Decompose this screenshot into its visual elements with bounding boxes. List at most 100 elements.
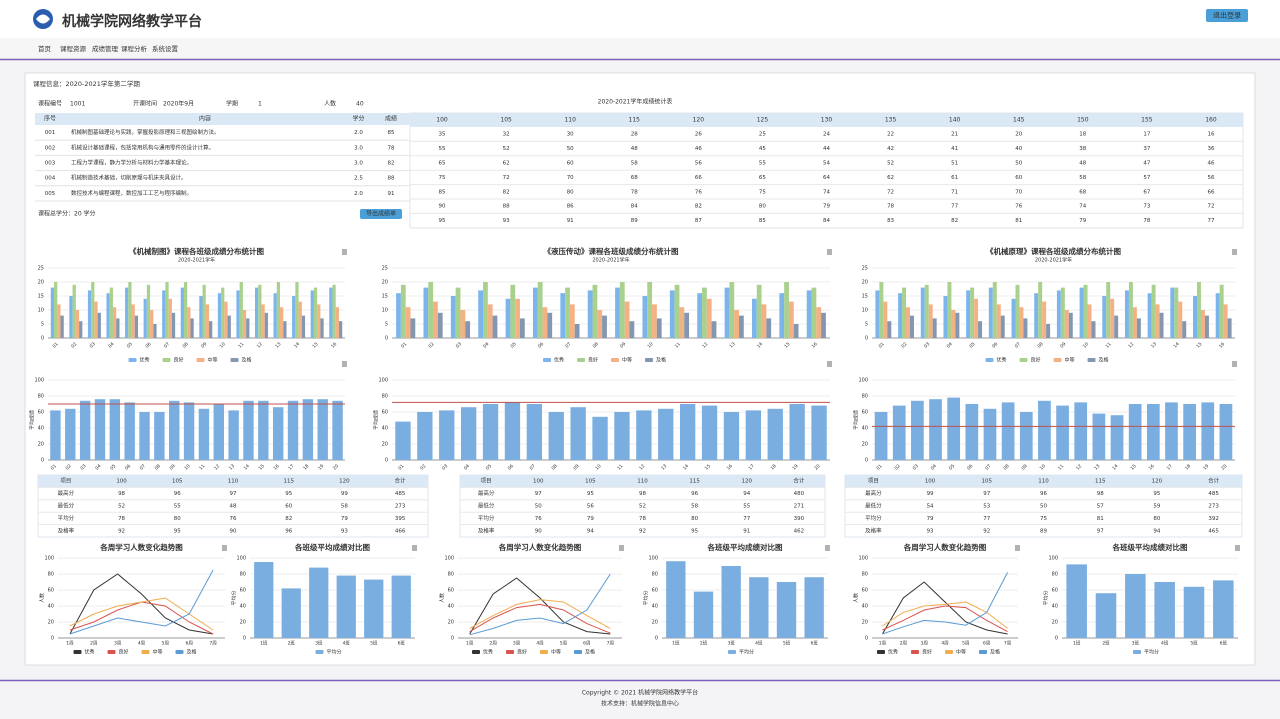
bar — [615, 287, 620, 338]
bar — [109, 399, 121, 460]
nav-item: 课程资源 — [60, 44, 87, 53]
score-cell: 89 — [631, 218, 638, 224]
x-tick-label: 14 — [1172, 341, 1180, 349]
bar — [69, 296, 73, 338]
score-cell: 46 — [1207, 161, 1214, 167]
x-tick-label: 5周 — [162, 641, 169, 647]
score-cell: 37 — [1143, 146, 1150, 152]
x-tick-label: 12 — [1127, 341, 1135, 349]
table-cell: 50 — [1040, 504, 1047, 510]
filter-text: 2020年9月 — [163, 100, 194, 108]
bar — [892, 405, 906, 460]
score-cell: 32 — [503, 132, 510, 138]
x-tick-label: 05 — [109, 463, 117, 471]
bar — [943, 296, 948, 338]
info-header-cell: 成绩 — [385, 115, 397, 123]
x-tick-label: 07 — [984, 463, 992, 471]
bar — [1110, 415, 1124, 460]
x-tick-label: 02 — [427, 341, 435, 349]
y-tick-label: 80 — [448, 572, 454, 578]
legend-label: 良好 — [174, 357, 184, 364]
bar — [187, 307, 191, 338]
bar — [887, 321, 892, 338]
score-cell: 47 — [1143, 161, 1150, 167]
bar — [1178, 301, 1183, 338]
line-series — [881, 581, 1008, 635]
bar — [57, 304, 61, 338]
chart-title: 各周学习人数变化趋势图 — [498, 542, 582, 552]
bar — [60, 315, 64, 338]
y-tick-label: 40 — [652, 604, 658, 610]
table-header — [460, 475, 825, 488]
x-tick-label: 1周 — [879, 641, 886, 647]
x-tick-label: 01 — [50, 463, 58, 471]
table-border — [37, 474, 429, 538]
bar — [1019, 307, 1024, 338]
table-cell: 82 — [285, 516, 292, 522]
bar — [749, 577, 769, 638]
score-header-cell: 150 — [1077, 117, 1089, 124]
x-tick-label: 1班 — [260, 640, 268, 647]
score-cell: 64 — [823, 175, 830, 181]
y-tick-label: 15 — [862, 294, 868, 300]
x-tick-label: 1周 — [66, 641, 73, 647]
table-cell: 94 — [743, 491, 750, 497]
x-tick-label: 06 — [537, 341, 545, 349]
bar — [336, 575, 356, 638]
y-tick-label: 40 — [448, 604, 454, 610]
export-button[interactable] — [360, 209, 402, 219]
score-cell: 77 — [1207, 218, 1214, 224]
chart-subtitle: 2020-2021学年 — [178, 257, 215, 264]
table-header-cell: 项目 — [60, 478, 71, 485]
bar — [947, 397, 961, 460]
bar — [1155, 304, 1160, 338]
bar — [767, 408, 783, 460]
y-tick-label: 0 — [865, 636, 868, 642]
bar — [283, 321, 287, 338]
bar — [811, 287, 817, 338]
legend-swatch — [162, 358, 171, 362]
bar — [433, 301, 438, 338]
score-cell: 82 — [951, 218, 958, 224]
bar — [1079, 287, 1084, 338]
info-cell: 机械制造技术基础，切削原理与机床夹具设计。 — [71, 174, 187, 182]
legend-swatch — [1133, 650, 1141, 654]
y-tick-label: 80 — [240, 572, 246, 578]
y-tick-label: 20 — [652, 620, 658, 626]
score-cell: 65 — [759, 175, 766, 181]
info-cell: 91 — [388, 191, 395, 197]
y-tick-label: 0 — [41, 336, 44, 342]
bar — [519, 318, 525, 338]
score-header-cell: 105 — [500, 117, 512, 124]
x-tick-label: 09 — [200, 341, 208, 349]
legend-swatch — [540, 650, 548, 654]
bar — [236, 290, 240, 338]
bar — [1213, 580, 1234, 638]
y-tick-label: 20 — [862, 620, 868, 626]
y-tick-label: 60 — [652, 588, 658, 594]
x-tick-label: 3周 — [513, 641, 520, 647]
bar — [298, 301, 302, 338]
table-cell: 平均分 — [865, 514, 882, 522]
score-cell: 72 — [1207, 204, 1214, 210]
x-tick-label: 12 — [701, 341, 709, 349]
table-header — [38, 475, 428, 488]
score-cell: 58 — [1079, 175, 1086, 181]
bar — [1154, 582, 1175, 638]
x-tick-label: 4班 — [755, 640, 763, 647]
logout-button[interactable] — [1206, 9, 1248, 22]
bar — [1102, 296, 1107, 338]
x-tick-label: 2周 — [900, 641, 907, 647]
table-cell: 48 — [230, 504, 237, 510]
table-cell: 96 — [691, 491, 698, 497]
y-tick-label: 25 — [382, 266, 388, 272]
y-tick-label: 0 — [655, 636, 658, 642]
bar — [642, 296, 648, 338]
bar — [1015, 284, 1020, 338]
score-cell: 24 — [823, 132, 830, 138]
table-header-cell: 105 — [982, 479, 993, 485]
x-tick-label: 13 — [728, 341, 736, 349]
bar — [723, 412, 740, 460]
bar — [258, 284, 262, 338]
x-tick-label: 12 — [638, 463, 646, 471]
